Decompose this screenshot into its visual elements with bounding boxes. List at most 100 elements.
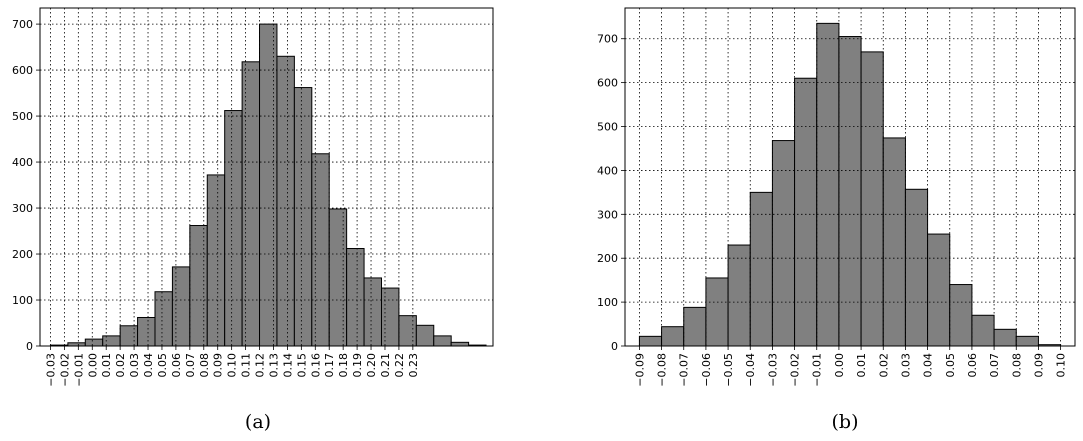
histogram-bar xyxy=(241,61,261,347)
x-tick-label: 0.01 xyxy=(100,353,113,378)
x-tick-label: 0.03 xyxy=(899,353,912,378)
x-tick-label: −0.05 xyxy=(722,353,735,387)
histogram-bar xyxy=(154,291,173,347)
y-tick-label: 300 xyxy=(12,202,33,215)
x-tick-label: 0.09 xyxy=(212,353,225,378)
x-tick-label: 0.05 xyxy=(944,353,957,378)
histogram-bar xyxy=(398,315,417,347)
y-tick-label: 500 xyxy=(12,110,33,123)
x-tick-label: 0.09 xyxy=(1032,353,1045,378)
histogram-bar xyxy=(137,316,156,347)
y-tick-label: 100 xyxy=(12,294,33,307)
x-tick-label: 0.08 xyxy=(1010,353,1023,378)
x-tick-label: 0.22 xyxy=(393,353,406,378)
y-tick-label: 100 xyxy=(597,296,618,309)
histogram-bar xyxy=(224,110,243,347)
histogram-bar xyxy=(904,188,929,347)
histogram-bar xyxy=(346,248,365,347)
x-tick-label: 0.02 xyxy=(114,353,127,378)
x-tick-label: 0.12 xyxy=(254,353,267,378)
x-tick-label: −0.09 xyxy=(633,353,646,387)
histogram-bar xyxy=(705,277,729,347)
x-tick-label: 0.23 xyxy=(407,353,420,378)
histogram-bar xyxy=(1015,335,1039,347)
x-tick-label: −0.06 xyxy=(700,353,713,387)
histogram-bar xyxy=(993,328,1017,347)
x-tick-label: 0.11 xyxy=(240,353,253,378)
histogram-bar xyxy=(683,306,707,347)
plot-frame xyxy=(39,7,494,347)
y-tick-label: 0 xyxy=(611,340,618,353)
x-tick-label: −0.08 xyxy=(656,353,669,387)
y-tick-label: 200 xyxy=(597,252,618,265)
x-tick-label: −0.02 xyxy=(58,353,71,387)
x-tick-label: −0.04 xyxy=(744,353,757,387)
x-tick-label: 0.04 xyxy=(142,353,155,378)
histogram-bar xyxy=(771,140,796,347)
x-tick-label: 0.04 xyxy=(922,353,935,378)
y-tick-label: 700 xyxy=(597,33,618,46)
histogram-bar xyxy=(189,225,208,347)
x-tick-label: 0.06 xyxy=(966,353,979,378)
histogram-panel-a: −0.03 −0.02 −0.01 0.00 0.01 0.02 0.03 0.04 0.05 0… xyxy=(12,7,494,387)
x-tick-label: 0.10 xyxy=(1055,353,1068,378)
x-tick-label: 0.07 xyxy=(988,353,1001,378)
x-tick-label: −0.03 xyxy=(766,353,779,387)
histogram-bar xyxy=(206,174,226,347)
histogram-bar xyxy=(882,137,906,347)
y-tick-label: 300 xyxy=(597,208,618,221)
x-tick-label: 0.10 xyxy=(226,353,239,378)
x-tick-label: 0.03 xyxy=(128,353,141,378)
x-tick-label: 0.21 xyxy=(379,353,392,378)
plot-frame xyxy=(624,7,1076,347)
x-tick-label: −0.01 xyxy=(811,353,824,387)
x-tick-label: 0.19 xyxy=(351,353,364,378)
histogram-bar xyxy=(433,335,452,347)
histogram-bar xyxy=(749,191,773,347)
x-tick-label: 0.18 xyxy=(337,353,350,378)
histogram-bar xyxy=(661,326,685,347)
histogram-bar xyxy=(949,284,973,347)
x-tick-label: 0.00 xyxy=(86,353,99,378)
histogram-bar xyxy=(927,233,951,347)
y-tick-label: 500 xyxy=(597,121,618,134)
x-tick-label: 0.14 xyxy=(281,353,294,378)
y-tick-label: 600 xyxy=(597,77,618,90)
y-tick-label: 400 xyxy=(597,164,618,177)
x-tick-label: 0.15 xyxy=(295,353,308,378)
x-tick-label: 0.07 xyxy=(184,353,197,378)
x-tick-label: −0.07 xyxy=(678,353,691,387)
histogram-bar xyxy=(638,335,663,347)
histogram-bar xyxy=(363,277,382,347)
caption-b: (b) xyxy=(832,411,859,433)
histogram-bar xyxy=(102,335,121,347)
y-tick-label: 400 xyxy=(12,156,33,169)
x-tick-label: −0.02 xyxy=(789,353,802,387)
x-tick-label: −0.01 xyxy=(72,353,85,387)
y-tick-label: 0 xyxy=(26,340,33,353)
histogram-bar xyxy=(259,23,278,347)
histogram-panel-b: −0.09 −0.08 −0.07 −0.06 −0.05 −0.04 −0.03 −0.02… xyxy=(597,7,1076,387)
x-tick-label: 0.06 xyxy=(170,353,183,378)
x-tick-label: 0.16 xyxy=(309,353,322,378)
x-tick-label: 0.01 xyxy=(855,353,868,378)
caption-a: (a) xyxy=(245,411,271,433)
histogram-bar xyxy=(380,287,400,347)
x-tick-label: 0.13 xyxy=(267,353,280,378)
histogram-bar xyxy=(794,77,818,347)
histogram-bar xyxy=(415,324,435,347)
x-tick-label: 0.00 xyxy=(833,353,846,378)
y-tick-label: 700 xyxy=(12,18,33,31)
histogram-bar xyxy=(816,22,840,347)
x-tick-label: 0.02 xyxy=(877,353,890,378)
y-tick-label: 200 xyxy=(12,248,33,261)
x-tick-label: 0.08 xyxy=(198,353,211,378)
histogram-bar xyxy=(311,153,330,347)
histogram-bar xyxy=(860,51,884,347)
histogram-bar xyxy=(328,208,348,347)
histogram-bar xyxy=(276,55,295,347)
histogram-bar xyxy=(971,314,995,347)
histogram-bar xyxy=(450,341,470,347)
histogram-bar xyxy=(727,244,751,347)
